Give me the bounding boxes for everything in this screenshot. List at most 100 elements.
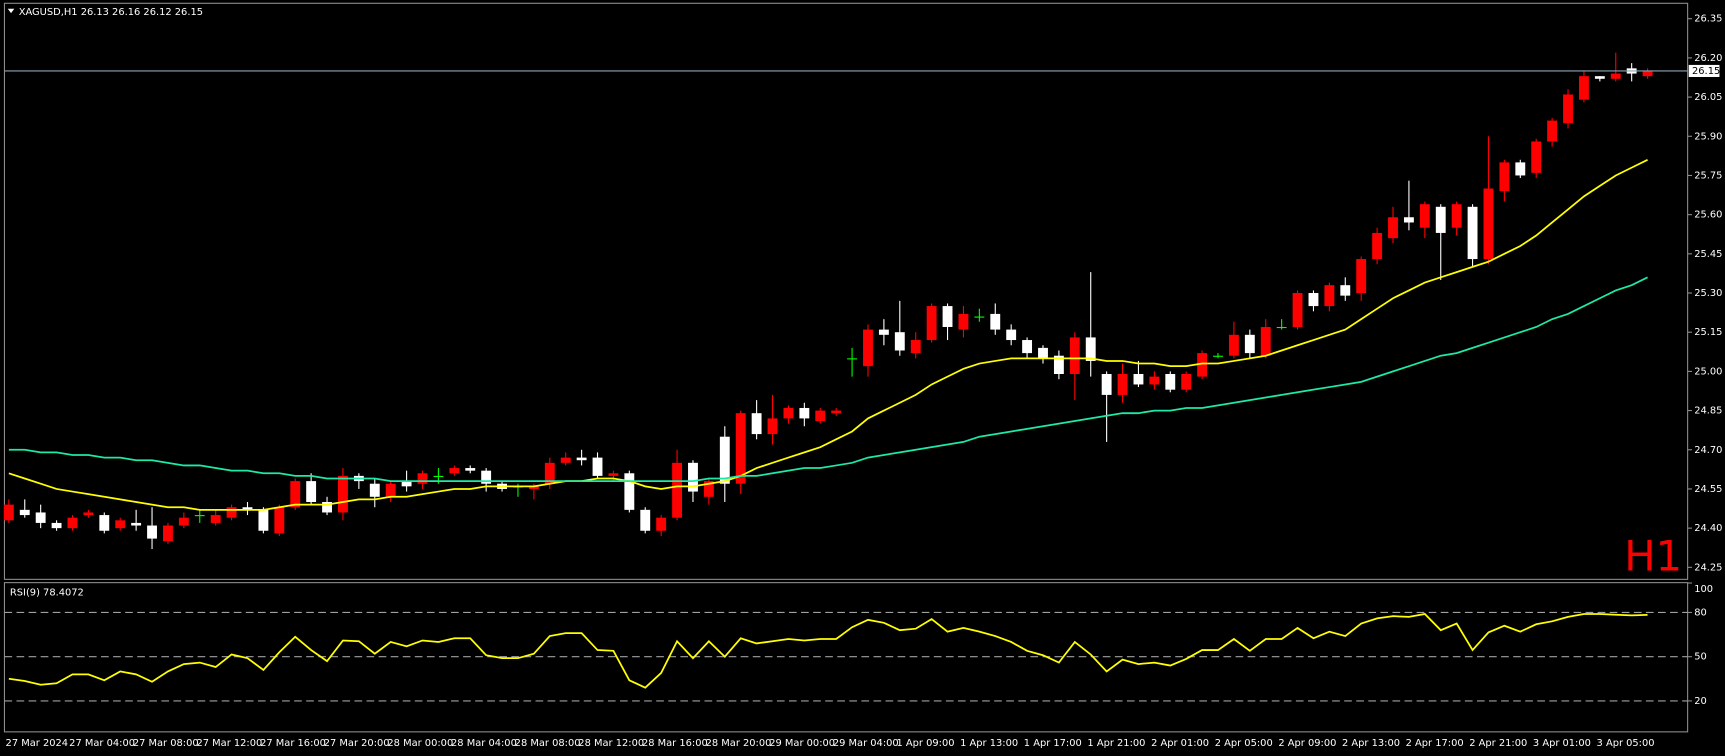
x-tick-label: 1 Apr 13:00: [960, 738, 1018, 749]
current-price-label: 26.15: [1692, 66, 1720, 77]
candle-body: [449, 468, 460, 474]
candle-body: [640, 509, 651, 531]
candle-body: [385, 483, 396, 497]
candle-body: [115, 520, 126, 529]
candle-body: [163, 525, 173, 542]
candle-body: [1467, 206, 1478, 260]
x-tick-label: 1 Apr 21:00: [1087, 738, 1145, 749]
candle-body: [1642, 70, 1653, 77]
current-price-box: [1688, 64, 1720, 77]
candle-body: [1563, 94, 1573, 124]
moving-average-line: [8, 276, 1648, 482]
candle-body: [735, 413, 746, 484]
candle-body: [3, 504, 14, 521]
y-tick-label: 25.60: [1694, 210, 1722, 221]
x-tick-label: 28 Mar 08:00: [515, 738, 581, 749]
x-tick-label: 27 Mar 08:00: [133, 738, 199, 749]
y-tick-label: 50: [1694, 652, 1707, 663]
candle-body: [1292, 293, 1303, 327]
y-tick-label: 20: [1694, 696, 1707, 707]
candle-body: [878, 329, 889, 335]
candle-body: [1435, 206, 1446, 233]
candle-body: [274, 507, 285, 534]
moving-average-line: [8, 158, 1648, 511]
candle-body: [147, 525, 157, 539]
candle-body: [1006, 329, 1017, 341]
candle-body: [831, 410, 842, 414]
candle-body: [672, 462, 683, 518]
candle-body: [178, 517, 189, 526]
candle-body: [624, 473, 635, 510]
candle-body: [1053, 355, 1064, 375]
y-tick-label: 24.70: [1694, 445, 1722, 456]
candle-body: [481, 470, 492, 484]
candle-body: [67, 517, 78, 529]
candle-body: [1197, 353, 1208, 377]
x-tick-label: 1 Apr 17:00: [1024, 738, 1082, 749]
x-tick-label: 28 Mar 16:00: [642, 738, 708, 749]
candle-body: [226, 507, 237, 518]
candle-body: [1038, 347, 1048, 359]
candle-body: [894, 332, 905, 351]
y-tick-label: 25.75: [1694, 170, 1722, 181]
candle-body: [338, 475, 348, 513]
y-tick-label: 24.40: [1694, 523, 1722, 534]
candle-body: [560, 457, 571, 463]
candle-body: [910, 340, 921, 354]
candle-body: [1594, 76, 1605, 79]
x-tick-label: 27 Mar 04:00: [69, 738, 135, 749]
candle-body: [576, 457, 587, 461]
candle-body: [942, 306, 953, 327]
candle-body: [1547, 120, 1558, 142]
y-tick-label: 26.05: [1694, 92, 1722, 103]
candle-body: [51, 522, 62, 529]
y-tick-label: 25.15: [1694, 327, 1722, 338]
x-tick-label: 28 Mar 12:00: [578, 738, 644, 749]
period-label: H1: [1624, 532, 1682, 581]
candle-body: [799, 407, 810, 419]
x-tick-label: 27 Mar 16:00: [260, 738, 326, 749]
candle-body: [863, 329, 873, 367]
candle-body: [1085, 337, 1096, 361]
candle-body: [608, 473, 619, 476]
y-tick-label: 25.30: [1694, 288, 1722, 299]
y-tick-label: 25.00: [1694, 366, 1722, 377]
x-tick-label: 28 Mar 20:00: [706, 738, 772, 749]
x-tick-label: 28 Mar 04:00: [451, 738, 517, 749]
candle-body: [767, 418, 778, 435]
candle-body: [369, 483, 380, 497]
candle-body: [194, 515, 205, 517]
candle-body: [1149, 376, 1160, 385]
candle-body: [465, 468, 476, 471]
candle-body: [1228, 334, 1239, 356]
y-tick-label: 25.45: [1694, 249, 1722, 260]
candle-body: [210, 515, 221, 523]
x-tick-label: 2 Apr 09:00: [1278, 738, 1336, 749]
candle-body: [35, 512, 46, 523]
candle-body: [958, 313, 969, 330]
x-tick-label: 3 Apr 01:00: [1533, 738, 1591, 749]
candle-body: [1117, 374, 1128, 395]
x-tick-label: 2 Apr 01:00: [1151, 738, 1209, 749]
candle-body: [433, 475, 444, 477]
candle-body: [1451, 204, 1462, 228]
main-panel-frame: [3, 2, 1689, 580]
y-tick-label: 24.55: [1694, 484, 1722, 495]
candle-body: [417, 473, 428, 484]
candle-body: [783, 407, 794, 419]
candle-body: [1324, 285, 1335, 307]
y-tick-label: 26.35: [1694, 14, 1722, 25]
candle-body: [1483, 188, 1494, 260]
candle-body: [688, 462, 698, 492]
candle-body: [815, 410, 826, 422]
candle-body: [974, 316, 985, 318]
candle-body: [1101, 374, 1112, 395]
candle-body: [83, 512, 94, 516]
candle-body: [1260, 326, 1271, 356]
x-tick-label: 3 Apr 05:00: [1597, 738, 1655, 749]
candle-body: [1069, 337, 1080, 375]
candle-body: [751, 413, 762, 435]
candle-body: [1419, 204, 1430, 228]
